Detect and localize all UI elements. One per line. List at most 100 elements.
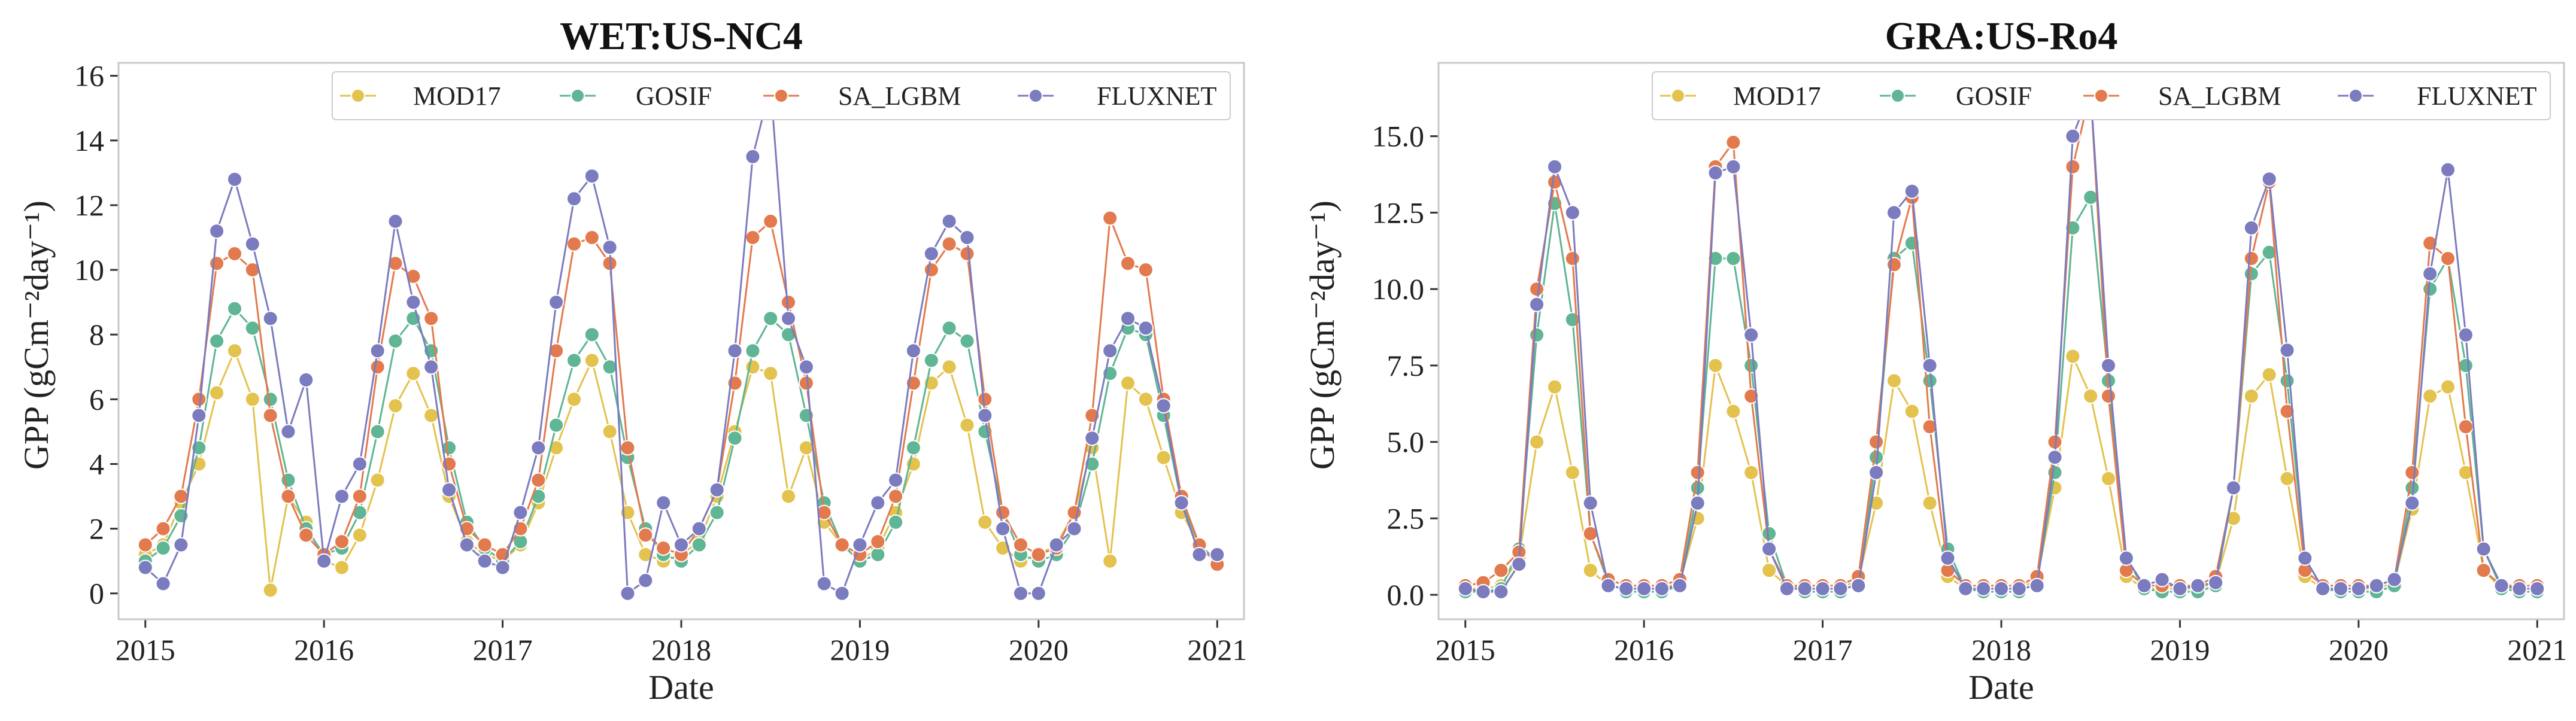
data-point — [727, 343, 743, 359]
series-line — [144, 217, 1218, 565]
x-tick-label: 2020 — [2329, 633, 2389, 667]
legend-marker — [1028, 89, 1043, 103]
series-line — [1465, 355, 2538, 590]
data-point — [209, 255, 225, 272]
data-point — [2279, 470, 2295, 486]
data-point — [137, 537, 153, 553]
data-point — [977, 391, 993, 407]
chart-title: WET:US-NC4 — [560, 14, 803, 58]
series-line — [1465, 89, 2538, 587]
y-tick-label: 14 — [74, 124, 104, 157]
series-gosif — [137, 300, 1225, 569]
data-point — [1120, 255, 1136, 272]
data-point — [1743, 388, 1759, 404]
data-point — [423, 359, 439, 375]
data-point — [602, 424, 618, 440]
data-point — [1013, 585, 1028, 601]
data-point — [530, 488, 547, 504]
data-point — [2422, 235, 2438, 251]
legend-marker — [2094, 89, 2108, 103]
legend-marker — [571, 89, 585, 103]
data-point — [173, 537, 189, 553]
data-point — [1493, 584, 1509, 600]
x-tick-label: 2021 — [1187, 633, 1247, 667]
data-point — [2261, 171, 2277, 187]
data-point — [870, 546, 886, 562]
plot-frame — [117, 62, 1245, 620]
data-point — [262, 582, 278, 598]
data-point — [602, 239, 618, 255]
data-point — [1725, 251, 1741, 266]
data-point — [441, 440, 457, 456]
data-point — [1137, 320, 1154, 336]
legend-label: FLUXNET — [1097, 81, 1217, 111]
data-point — [244, 236, 260, 252]
data-point — [1815, 580, 1831, 597]
data-point — [995, 521, 1011, 537]
data-point — [1940, 550, 1956, 566]
series-fluxnet — [137, 77, 1225, 601]
y-tick-label: 16 — [74, 59, 104, 93]
legend-item-sa-lgbm: SA_LGBM — [2083, 81, 2281, 111]
data-point — [1654, 580, 1670, 597]
data-point — [1173, 495, 1190, 511]
data-point — [977, 407, 993, 424]
data-point — [2261, 367, 2277, 383]
data-point — [1689, 464, 1706, 480]
legend-label: GOSIF — [1956, 81, 2032, 111]
data-point — [1066, 521, 1082, 537]
data-point — [816, 504, 832, 521]
y-tick-label: 10 — [74, 253, 104, 287]
data-point — [2083, 388, 2099, 404]
data-point — [1493, 562, 1509, 579]
data-point — [227, 300, 242, 317]
data-point — [2243, 220, 2259, 236]
y-axis-label: GPP (gCm⁻²day⁻¹) — [1303, 200, 1342, 470]
data-point — [1797, 580, 1813, 597]
data-point — [494, 559, 511, 576]
data-point — [351, 456, 368, 472]
legend-item-fluxnet: FLUXNET — [1018, 81, 1217, 111]
data-point — [2154, 571, 2170, 588]
legend-label: GOSIF — [636, 81, 712, 111]
x-tick-label: 2019 — [2150, 633, 2210, 667]
data-point — [2225, 510, 2241, 527]
y-tick-label: 2 — [89, 512, 104, 546]
data-point — [387, 255, 403, 272]
chart-title: GRA:US-Ro4 — [1885, 14, 2118, 58]
data-point — [2101, 470, 2116, 486]
data-point — [477, 553, 493, 569]
data-point — [2440, 162, 2456, 178]
data-point — [1922, 373, 1938, 389]
data-point — [2011, 580, 2027, 597]
x-tick-label: 2015 — [116, 633, 175, 667]
data-point — [2493, 577, 2510, 594]
data-point — [2404, 495, 2420, 511]
data-point — [2083, 189, 2099, 205]
data-point — [1511, 556, 1527, 572]
data-point — [905, 343, 921, 359]
data-point — [405, 294, 421, 311]
x-tick-label: 2021 — [2507, 633, 2567, 667]
y-tick-label: 5.0 — [1387, 425, 1425, 459]
data-point — [280, 488, 296, 504]
data-point — [2279, 342, 2295, 358]
data-point — [1102, 343, 1118, 359]
data-point — [941, 320, 957, 336]
data-point — [959, 246, 975, 261]
legend-item-sa-lgbm: SA_LGBM — [763, 81, 961, 111]
data-point — [2457, 327, 2474, 343]
data-point — [1725, 134, 1741, 150]
data-point — [351, 488, 368, 504]
data-point — [888, 514, 904, 530]
y-tick-label: 0 — [89, 577, 104, 610]
data-point — [2243, 251, 2259, 266]
data-point — [1743, 464, 1759, 480]
data-point — [423, 311, 439, 327]
data-point — [763, 366, 779, 382]
data-point — [316, 553, 332, 569]
data-point — [1636, 580, 1652, 597]
data-point — [905, 440, 921, 456]
data-point — [459, 537, 475, 553]
data-point — [423, 407, 439, 424]
